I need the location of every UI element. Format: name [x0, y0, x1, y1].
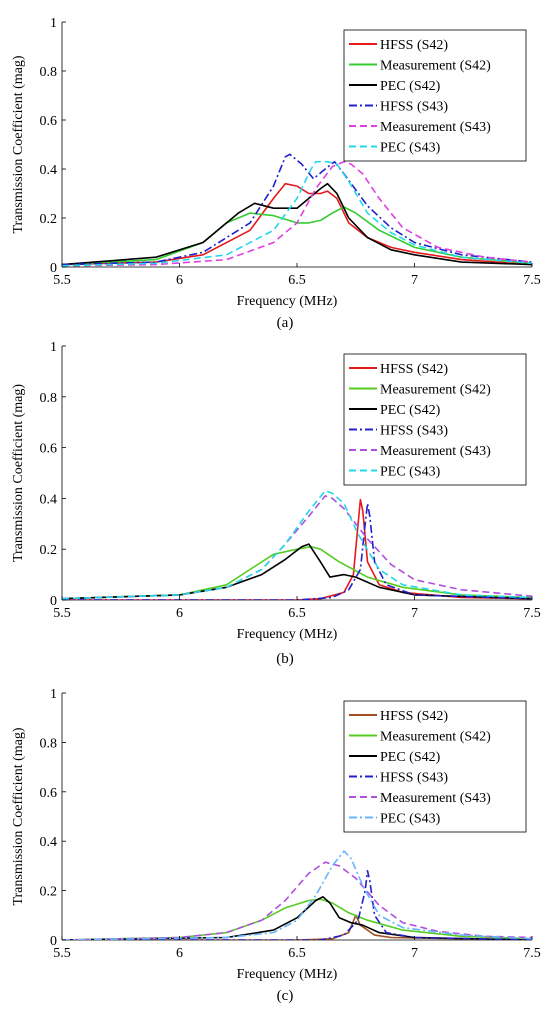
x-tick-label: 7 — [411, 273, 418, 288]
y-tick-label: 1 — [50, 687, 57, 702]
legend-label: HFSS (S42) — [380, 362, 448, 377]
legend-label: Measurement (S43) — [380, 444, 491, 459]
series-group — [62, 153, 532, 267]
series-line-6 — [62, 850, 532, 940]
legend-label: PEC (S43) — [380, 812, 441, 827]
legend-label: PEC (S43) — [380, 141, 441, 156]
y-tick-label: 0.8 — [40, 65, 58, 80]
y-axis-label: Transmission Coefficient (mag) — [11, 727, 26, 905]
legend-box — [343, 29, 527, 162]
y-tick-label: 1 — [50, 340, 57, 355]
chart-panel-3: 5.5 6 6.5 7 7.5 0 0.2 0.4 0.6 0.8 1 Frequency (MHz)… — [11, 687, 541, 1004]
y-tick-label: 0.6 — [40, 442, 58, 457]
y-axis-label: Transmission Coefficient (mag) — [11, 384, 26, 562]
y-tick-label: 0.2 — [40, 212, 58, 227]
x-axis-label: Frequency (MHz) — [237, 967, 338, 982]
y-tick-label: 0.2 — [40, 885, 58, 900]
legend-box — [343, 353, 527, 486]
x-tick-label: 6.5 — [288, 273, 306, 288]
legend-label: Measurement (S43) — [380, 791, 491, 806]
series-line-5 — [62, 160, 532, 267]
legend-box — [343, 700, 527, 833]
x-tick-label: 5.5 — [53, 273, 71, 288]
y-tick-label: 0.2 — [40, 543, 58, 558]
x-axis-label: Frequency (MHz) — [237, 294, 338, 309]
legend: HFSS (S42) Measurement (S42) PEC (S42) HFSS… — [343, 700, 527, 833]
y-axis-label: Transmission Coefficient (mag) — [11, 55, 26, 233]
x-tick-label: 5.5 — [53, 606, 71, 621]
series-line-2 — [62, 898, 532, 940]
legend: HFSS (S42) Measurement (S42) PEC (S42) HFSS… — [343, 353, 527, 486]
series-line-2 — [62, 545, 532, 600]
legend-label: Measurement (S42) — [380, 730, 491, 745]
legend-label: Measurement (S42) — [380, 59, 491, 74]
series-group — [62, 490, 532, 600]
legend-label: PEC (S43) — [380, 465, 441, 480]
series-line-6 — [62, 490, 532, 600]
y-tick-label: 0.6 — [40, 114, 58, 129]
legend-label: PEC (S42) — [380, 79, 441, 94]
x-tick-label: 7.5 — [523, 946, 541, 961]
chart-panel-1: 5.5 6 6.5 7 7.5 0 0.2 0.4 0.6 0.8 1 Frequency (MHz)… — [11, 16, 541, 331]
series-line-4 — [62, 502, 532, 600]
x-tick-label: 6.5 — [288, 946, 306, 961]
y-tick-label: 0.8 — [40, 736, 58, 751]
legend-label: HFSS (S43) — [380, 771, 448, 786]
y-tick-label: 0.8 — [40, 391, 58, 406]
x-tick-label: 6.5 — [288, 606, 306, 621]
x-tick-label: 7.5 — [523, 606, 541, 621]
x-tick-label: 7.5 — [523, 273, 541, 288]
legend: HFSS (S42) Measurement (S42) PEC (S42) HFSS… — [343, 29, 527, 162]
panel-caption: (a) — [277, 315, 294, 331]
x-tick-label: 5.5 — [53, 946, 71, 961]
series-line-3 — [62, 896, 532, 940]
legend-label: HFSS (S43) — [380, 424, 448, 439]
x-tick-label: 7 — [411, 946, 418, 961]
series-line-3 — [62, 182, 532, 266]
series-line-2 — [62, 206, 532, 266]
x-tick-label: 7 — [411, 606, 418, 621]
legend-label: HFSS (S42) — [380, 709, 448, 724]
x-tick-label: 6 — [176, 273, 183, 288]
y-tick-label: 0.4 — [40, 492, 58, 507]
y-tick-label: 0.6 — [40, 786, 58, 801]
y-tick-label: 0 — [50, 261, 57, 276]
series-line-1 — [62, 182, 532, 266]
x-axis-label: Frequency (MHz) — [237, 627, 338, 642]
series-line-4 — [62, 870, 532, 940]
x-tick-label: 6 — [176, 606, 183, 621]
legend-label: Measurement (S42) — [380, 383, 491, 398]
y-tick-label: 0.4 — [40, 835, 58, 850]
panel-caption: (b) — [276, 651, 294, 667]
y-tick-label: 0 — [50, 594, 57, 609]
legend-label: PEC (S42) — [380, 403, 441, 418]
series-line-6 — [62, 160, 532, 267]
y-tick-label: 0 — [50, 934, 57, 949]
x-tick-label: 6 — [176, 946, 183, 961]
series-line-5 — [62, 495, 532, 600]
series-line-4 — [62, 153, 532, 266]
legend-label: HFSS (S43) — [380, 100, 448, 115]
chart-panel-2: 5.5 6 6.5 7 7.5 0 0.2 0.4 0.6 0.8 1 Frequency (MHz)… — [11, 340, 541, 667]
panel-caption: (c) — [277, 988, 294, 1004]
series-group — [62, 850, 532, 940]
legend-label: PEC (S42) — [380, 750, 441, 765]
legend-label: Measurement (S43) — [380, 120, 491, 135]
y-tick-label: 0.4 — [40, 163, 58, 178]
series-line-5 — [62, 861, 532, 940]
legend-label: HFSS (S42) — [380, 38, 448, 53]
y-tick-label: 1 — [50, 16, 57, 31]
